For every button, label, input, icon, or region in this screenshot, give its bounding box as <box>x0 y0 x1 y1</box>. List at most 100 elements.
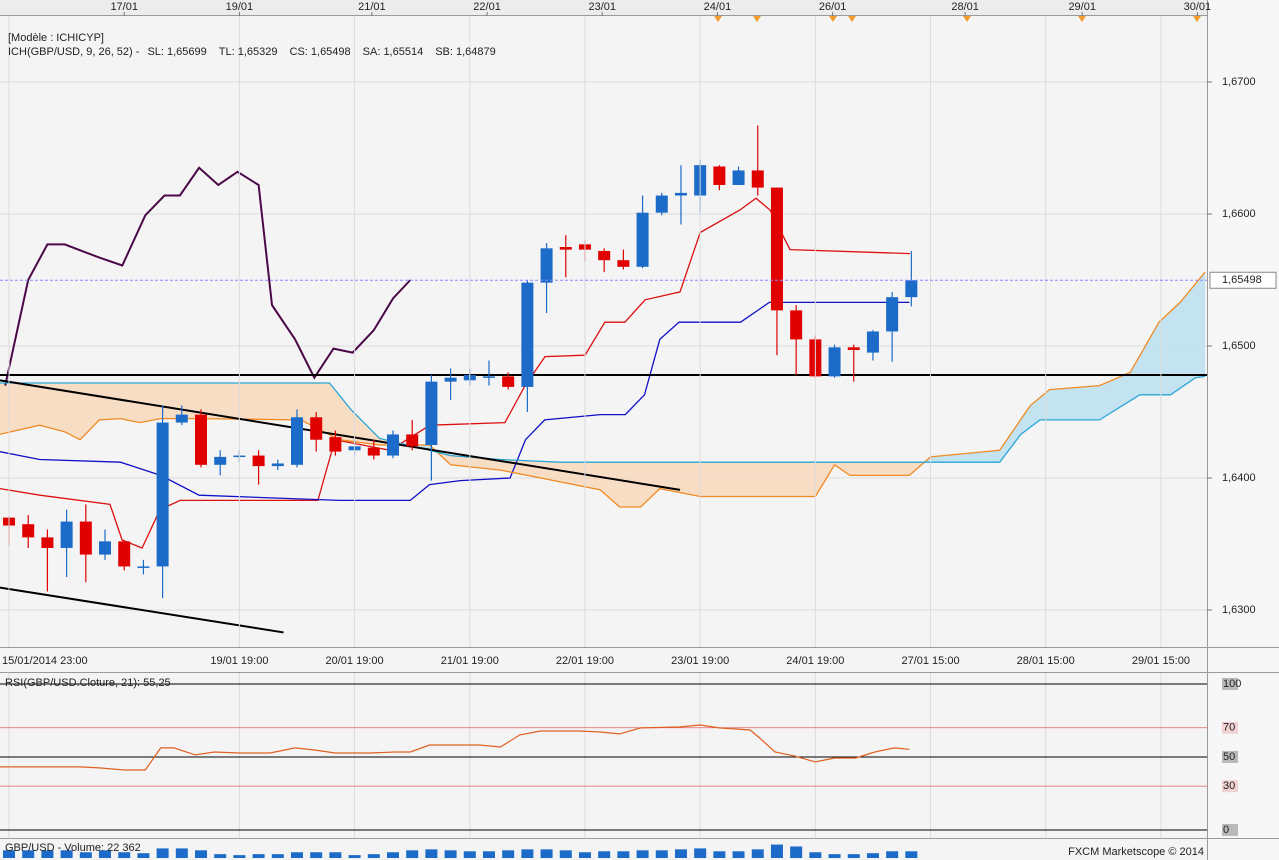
indicator-line <box>4 166 412 386</box>
chart-title: GBP/USD - Volume: 22 362 <box>5 842 141 854</box>
volume-bar <box>406 850 419 858</box>
volume-bar <box>847 854 860 858</box>
top-date-label: 24/01 <box>704 1 732 13</box>
event-marker <box>1078 16 1086 22</box>
volume-bar <box>674 849 687 858</box>
event-markers <box>714 16 1201 22</box>
candle-body <box>214 456 227 465</box>
candle-body <box>790 310 803 340</box>
y-tick-label: 0 <box>1223 824 1229 836</box>
volume-bar <box>271 854 284 858</box>
top-date-label: 30/01 <box>1184 1 1212 13</box>
x-tick-label: 21/01 19:00 <box>441 655 499 667</box>
volume-bar <box>233 855 246 858</box>
volume-bar <box>425 849 438 858</box>
volume-bar <box>636 850 649 858</box>
legend-entry: SA: 1,65514 <box>363 46 424 58</box>
volume-bar <box>99 850 112 858</box>
level-label-box <box>1222 677 1238 690</box>
volume-bar <box>386 852 399 858</box>
volume-bar <box>732 851 745 858</box>
candle-body <box>828 347 841 377</box>
volume-bar <box>598 851 611 858</box>
volume-bar <box>348 855 361 858</box>
volume-bar <box>521 849 534 858</box>
candle-body <box>482 376 495 378</box>
y-tick-label: 30 <box>1223 780 1235 792</box>
top-date-label: 23/01 <box>588 1 616 13</box>
event-marker <box>1193 16 1201 22</box>
candle-body <box>425 381 438 445</box>
volume-bar <box>444 850 457 858</box>
candle-body <box>137 566 150 568</box>
candle-body <box>540 248 553 283</box>
chart-title: [Modèle : ICHICYP] <box>8 32 104 44</box>
rsi-line <box>0 724 910 771</box>
level-label-box <box>1222 823 1238 836</box>
level-label-box <box>1222 750 1238 763</box>
candle-body <box>310 417 323 440</box>
top-date-label: 22/01 <box>473 1 501 13</box>
x-tick-label: 29/01 15:00 <box>1132 655 1190 667</box>
volume-bar <box>137 853 150 858</box>
volume-bar <box>578 852 591 858</box>
candle-body <box>617 260 630 267</box>
x-tick-label: 22/01 19:00 <box>556 655 614 667</box>
volume-bar <box>367 854 380 858</box>
event-marker <box>829 16 837 22</box>
volume-bar <box>886 851 899 858</box>
level-label-box <box>1222 721 1238 734</box>
volume-bar <box>790 846 803 858</box>
candle-body <box>195 414 208 465</box>
candle-body <box>598 250 611 261</box>
cloud-bearish <box>0 376 1206 507</box>
y-tick-label: 1,6500 <box>1222 340 1256 352</box>
top-date-label: 21/01 <box>358 1 386 13</box>
volume-bar <box>540 849 553 858</box>
volume-bar <box>809 852 822 858</box>
top-date-label: 19/01 <box>226 1 254 13</box>
y-tick-label: 1,6700 <box>1222 76 1256 88</box>
event-marker <box>714 16 722 22</box>
y-tick-label: 1,6400 <box>1222 472 1256 484</box>
candle-body <box>290 417 303 465</box>
legend-entry: TL: 1,65329 <box>219 46 278 58</box>
volume-bar <box>195 850 208 858</box>
volume-bar <box>60 850 73 858</box>
last-price-label: 1,65498 <box>1222 274 1262 286</box>
candle-body <box>559 247 572 250</box>
level-label-box <box>1222 780 1238 793</box>
candle-body <box>99 541 112 555</box>
trend-line <box>0 586 284 634</box>
volume-bar <box>866 853 879 858</box>
candle-body <box>22 524 35 538</box>
top-date-label: 26/01 <box>819 1 847 13</box>
y-tick-label: 100 <box>1223 678 1241 690</box>
volume-bar <box>214 854 227 858</box>
y-tick-label: 70 <box>1223 722 1235 734</box>
event-marker <box>963 16 971 22</box>
plot-area <box>0 81 1207 634</box>
candle-body <box>674 192 687 196</box>
candle-body <box>905 280 918 298</box>
x-tick-label: 23/01 19:00 <box>671 655 729 667</box>
candle-body <box>444 377 457 382</box>
volume-bar <box>79 852 92 858</box>
volume-bar <box>770 844 783 858</box>
legend-entry: CS: 1,65498 <box>290 46 351 58</box>
x-tick-label: 19/01 19:00 <box>210 655 268 667</box>
top-date-label: 17/01 <box>110 1 138 13</box>
chart-subtitle: ICH(GBP/USD, 9, 26, 52) - <box>8 46 140 58</box>
candle-body <box>118 541 131 567</box>
volume-bar <box>617 851 630 858</box>
volume-bar <box>156 848 169 858</box>
candle-body <box>406 434 419 447</box>
volume-bar <box>22 850 35 858</box>
volume-bar <box>290 852 303 858</box>
candle-body <box>175 414 188 423</box>
candle-body <box>847 347 860 350</box>
volume-bar <box>502 850 515 858</box>
